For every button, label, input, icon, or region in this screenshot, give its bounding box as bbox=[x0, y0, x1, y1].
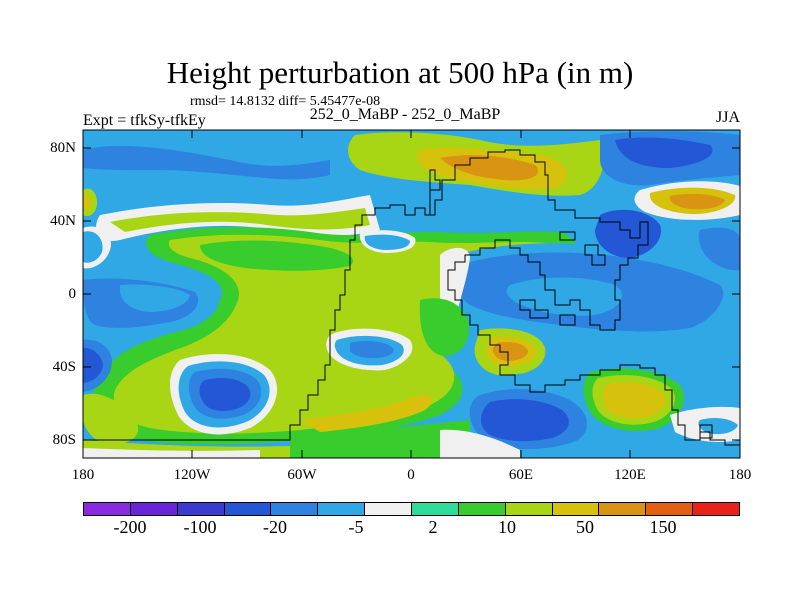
x-tick-label: 0 bbox=[407, 467, 415, 483]
colorbar-swatch bbox=[599, 503, 647, 515]
coastlines bbox=[83, 149, 740, 446]
colorbar-label: -100 bbox=[183, 517, 217, 537]
colorbar-label: 50 bbox=[576, 517, 594, 537]
colorbar bbox=[83, 502, 740, 516]
colorbar-swatch bbox=[646, 503, 694, 515]
contour-field bbox=[83, 130, 740, 458]
colorbar-label: 150 bbox=[649, 517, 677, 537]
colorbar-label: -5 bbox=[348, 517, 364, 537]
colorbar-label: 2 bbox=[428, 517, 438, 537]
colorbar-label: 10 bbox=[498, 517, 516, 537]
colorbar-label: -20 bbox=[263, 517, 287, 537]
season-label: JJA bbox=[715, 109, 740, 126]
map-title: Height perturbation at 500 hPa (in m) bbox=[166, 55, 634, 90]
colorbar-swatch bbox=[84, 503, 131, 515]
colorbar-swatch bbox=[365, 503, 413, 515]
y-tick-label: 80N bbox=[50, 140, 76, 156]
y-tick-label: 40N bbox=[50, 213, 76, 229]
colorbar-swatch bbox=[458, 503, 506, 515]
colorbar-swatch bbox=[412, 503, 459, 515]
colorbar-swatch bbox=[224, 503, 272, 515]
x-tick-label: 60E bbox=[508, 467, 534, 483]
y-tick-label: 0 bbox=[68, 286, 77, 302]
x-tick-label: 120W bbox=[173, 467, 211, 483]
colorbar-swatch bbox=[318, 503, 366, 515]
colorbar-swatch bbox=[130, 503, 178, 515]
colorbar-label: -200 bbox=[113, 517, 147, 537]
x-tick-label: 120E bbox=[614, 467, 646, 483]
colorbar-swatch bbox=[271, 503, 319, 515]
colorbar-swatch bbox=[552, 503, 600, 515]
y-tick-label: 80S bbox=[52, 432, 76, 448]
x-tick-label: 180 bbox=[71, 467, 95, 483]
experiment-label: Expt = tfkSy-tfkEy bbox=[83, 112, 206, 129]
y-tick-label: 40S bbox=[52, 359, 76, 375]
stats-line: rmsd= 14.8132 diff= 5.45477e-08 bbox=[190, 94, 381, 109]
tick-marks bbox=[83, 130, 740, 458]
x-tick-label: 180 bbox=[728, 467, 752, 483]
colorbar-swatch bbox=[693, 503, 740, 515]
case-label: 252_0_MaBP - 252_0_MaBP bbox=[309, 106, 501, 123]
x-tick-label: 60W bbox=[287, 467, 317, 483]
colorbar-swatch bbox=[177, 503, 225, 515]
colorbar-swatch bbox=[505, 503, 553, 515]
